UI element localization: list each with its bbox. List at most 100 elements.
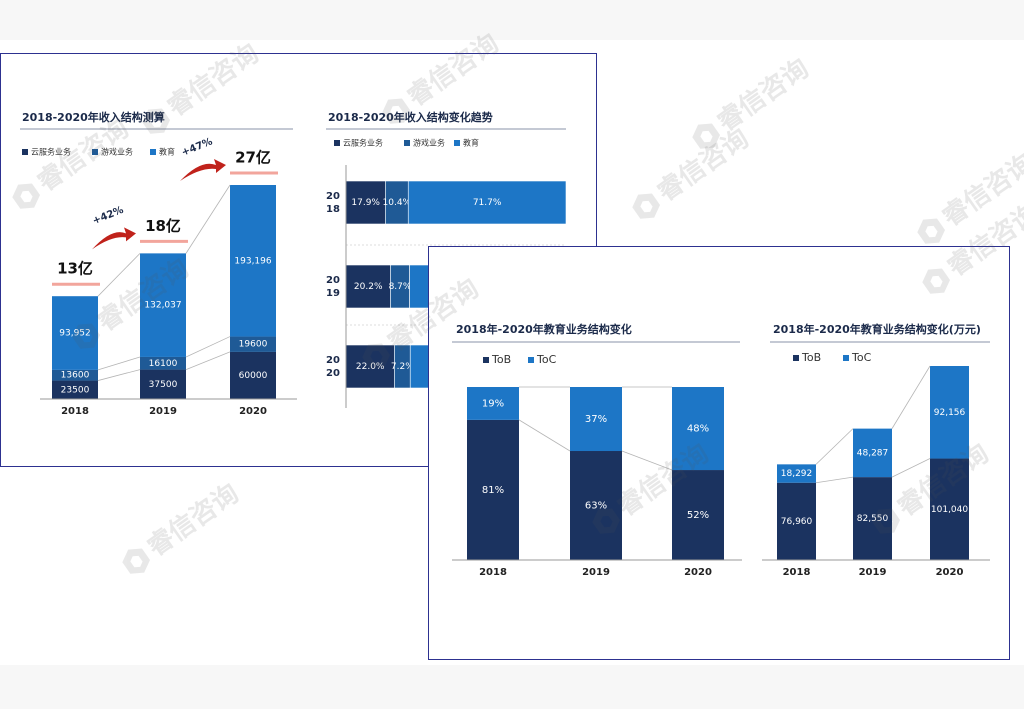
- connector: [97, 369, 141, 381]
- x-tick-label: 2018: [479, 567, 507, 578]
- legend-swatch: [483, 357, 489, 363]
- legend-label: 教育: [159, 147, 175, 157]
- watermark-icon: [382, 98, 410, 124]
- y-tick-label: 2018: [326, 190, 340, 215]
- x-tick-label: 2020: [936, 567, 964, 578]
- x-tick-label: 2019: [582, 567, 610, 578]
- watermark: 睿信咨询: [122, 478, 244, 574]
- watermark-icon: [12, 183, 40, 209]
- total-label: 18亿: [145, 217, 181, 235]
- value-label: 23500: [61, 385, 90, 395]
- connector: [185, 336, 231, 358]
- value-label: 10.4%: [383, 198, 412, 208]
- value-label: 101,040: [931, 505, 968, 515]
- bar-segment: [140, 356, 186, 370]
- watermark-text: 睿信咨询: [141, 478, 244, 563]
- value-label: 37%: [585, 414, 607, 425]
- bar-segment: [672, 387, 724, 471]
- watermark-icon: [872, 508, 900, 534]
- chart-title: 2018-2020年收入结构测算: [22, 110, 165, 124]
- bar-segment: [230, 336, 276, 352]
- legend-label: 云服务业务: [31, 147, 71, 157]
- legend-label: ToC: [536, 353, 557, 366]
- bar-segment: [52, 296, 98, 370]
- legend-label: 游戏业务: [101, 147, 133, 157]
- bar-segment: [853, 428, 892, 478]
- watermark-icon: [142, 108, 170, 134]
- chart-title: 2018年-2020年教育业务结构变化: [456, 322, 632, 336]
- legend-label: ToC: [851, 351, 872, 364]
- watermark-icon: [692, 123, 720, 149]
- growth-arrow: [180, 159, 226, 181]
- bar-segment: [52, 369, 98, 381]
- watermark: 睿信咨询: [632, 123, 754, 219]
- value-label: 71.7%: [473, 198, 502, 208]
- value-label: 37500: [149, 380, 178, 390]
- legend-swatch: [843, 355, 849, 361]
- value-label: 22.0%: [356, 362, 385, 372]
- legend-label: ToB: [491, 353, 511, 366]
- watermark-icon: [917, 218, 945, 244]
- category-box: 2019: [326, 274, 340, 299]
- connector: [97, 253, 141, 297]
- chart-title: 2018年-2020年教育业务结构变化(万元): [773, 322, 981, 336]
- legend-swatch: [150, 149, 156, 155]
- connector: [185, 351, 231, 370]
- connector: [891, 458, 931, 478]
- bar-segment: [672, 470, 724, 560]
- watermark-text: 睿信咨询: [651, 123, 754, 208]
- x-tick-label: 2019: [859, 567, 887, 578]
- connector: [815, 428, 854, 465]
- category-box: 2020: [326, 355, 340, 379]
- value-label: 48%: [687, 424, 709, 435]
- connector: [518, 419, 571, 452]
- connector: [621, 450, 673, 471]
- bar-segment: [230, 351, 276, 399]
- bar-segment: [853, 477, 892, 560]
- value-label: 19%: [482, 398, 504, 409]
- legend-swatch: [22, 149, 28, 155]
- watermark-icon: [592, 508, 620, 534]
- legend-swatch: [793, 355, 799, 361]
- watermark-icon: [632, 193, 660, 219]
- watermark-icon: [922, 268, 950, 294]
- value-label: 93,952: [59, 329, 91, 339]
- value-label: 16100: [149, 359, 178, 369]
- bar-segment: [930, 458, 969, 560]
- connector: [185, 184, 231, 254]
- legend-swatch: [92, 149, 98, 155]
- value-label: 52%: [687, 510, 709, 521]
- bar-segment: [777, 464, 816, 483]
- bar-segment: [230, 185, 276, 337]
- legend-label: ToB: [801, 351, 821, 364]
- x-tick-label: 2020: [684, 567, 712, 578]
- bar-segment: [345, 264, 391, 309]
- bar-segment: [570, 451, 622, 560]
- bar-segment: [345, 344, 395, 389]
- legend-swatch: [528, 357, 534, 363]
- value-label: 8.7%: [389, 282, 412, 292]
- value-label: 60000: [239, 371, 268, 381]
- x-tick-label: 2020: [239, 406, 267, 417]
- value-label: 81%: [482, 485, 504, 496]
- watermark-icon: [122, 548, 150, 574]
- value-label: 193,196: [234, 256, 271, 266]
- y-tick-label: 2019: [326, 274, 340, 299]
- x-tick-label: 2018: [61, 406, 89, 417]
- watermark-icon: [362, 343, 390, 369]
- value-label: 82,550: [857, 514, 889, 524]
- bar-segment: [930, 366, 969, 459]
- value-label: 48,287: [857, 448, 889, 458]
- bottom-band: [0, 665, 1024, 709]
- connector: [97, 356, 141, 371]
- value-label: 20.2%: [354, 282, 383, 292]
- bar-segment: [407, 180, 567, 225]
- value-label: 132,037: [144, 301, 181, 311]
- legend-swatch: [454, 140, 460, 146]
- connector: [815, 476, 854, 484]
- value-label: 19600: [239, 340, 268, 350]
- watermark: 睿信咨询: [692, 53, 814, 149]
- value-label: 18,292: [781, 469, 813, 479]
- bar-segment: [140, 253, 186, 357]
